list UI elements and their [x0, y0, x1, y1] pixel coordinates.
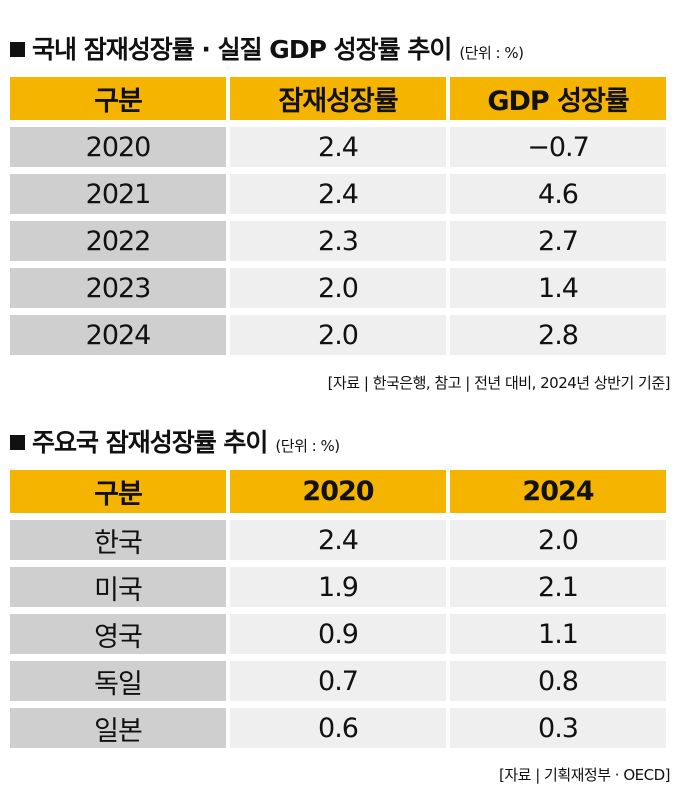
table1-heading: 국내 잠재성장률 · 실질 GDP 성장률 추이 (단위 : %): [10, 30, 524, 66]
table-row: 2023 2.0 1.4: [10, 268, 666, 308]
table1-gdp-value: −0.7: [450, 127, 666, 167]
table2-value-2020: 0.7: [230, 661, 446, 701]
table2-heading: 주요국 잠재성장률 추이 (단위 : %): [10, 423, 340, 459]
table2-value-2020: 0.9: [230, 614, 446, 654]
table2-value-2024: 1.1: [450, 614, 666, 654]
table1-gdp-value: 1.4: [450, 268, 666, 308]
table1-potential-value: 2.0: [230, 268, 446, 308]
table-row: 독일 0.7 0.8: [10, 661, 666, 701]
table2-value-2024: 0.8: [450, 661, 666, 701]
table2-value-2024: 2.0: [450, 520, 666, 560]
table-row: 2020 2.4 −0.7: [10, 127, 666, 167]
table1-title: 국내 잠재성장률 · 실질 GDP 성장률 추이: [32, 35, 452, 64]
square-bullet-icon: [10, 42, 25, 57]
square-bullet-icon: [10, 435, 25, 450]
table1-header-potential-growth: 잠재성장률: [230, 77, 446, 120]
table-row: 2024 2.0 2.8: [10, 315, 666, 355]
table1-unit: (단위 : %): [459, 44, 524, 62]
table-row: 2022 2.3 2.7: [10, 221, 666, 261]
table2-country: 영국: [10, 614, 226, 654]
table2-country: 한국: [10, 520, 226, 560]
table1-year: 2023: [10, 268, 226, 308]
table1-header-row: 구분 잠재성장률 GDP 성장률: [10, 77, 666, 120]
table-row: 미국 1.9 2.1: [10, 567, 666, 607]
table2-value-2024: 0.3: [450, 708, 666, 748]
table2-value-2024: 2.1: [450, 567, 666, 607]
table2-value-2020: 0.6: [230, 708, 446, 748]
table2-header-category: 구분: [10, 470, 226, 513]
table1-gdp-value: 2.7: [450, 221, 666, 261]
table1: 구분 잠재성장률 GDP 성장률 2020 2.4 −0.7 2021 2.4 …: [6, 70, 670, 362]
table-row: 일본 0.6 0.3: [10, 708, 666, 748]
table2-value-2020: 2.4: [230, 520, 446, 560]
table1-potential-value: 2.4: [230, 127, 446, 167]
table2-country: 일본: [10, 708, 226, 748]
table1-potential-value: 2.3: [230, 221, 446, 261]
table2-value-2020: 1.9: [230, 567, 446, 607]
table1-gdp-value: 2.8: [450, 315, 666, 355]
table1-year: 2022: [10, 221, 226, 261]
table-row: 2021 2.4 4.6: [10, 174, 666, 214]
table2: 구분 2020 2024 한국 2.4 2.0 미국 1.9 2.1 영국 0.…: [6, 463, 670, 755]
table-row: 한국 2.4 2.0: [10, 520, 666, 560]
table1-gdp-value: 4.6: [450, 174, 666, 214]
table2-source: [자료 | 기획재정부 · OECD]: [498, 766, 671, 784]
table2-header-2024: 2024: [450, 470, 666, 513]
table2-title: 주요국 잠재성장률 추이: [32, 428, 268, 457]
table2-country: 미국: [10, 567, 226, 607]
table2-header-row: 구분 2020 2024: [10, 470, 666, 513]
table1-header-category: 구분: [10, 77, 226, 120]
table1-year: 2024: [10, 315, 226, 355]
table1-year: 2020: [10, 127, 226, 167]
table2-unit: (단위 : %): [275, 437, 340, 455]
table1-source: [자료 | 한국은행, 참고 | 전년 대비, 2024년 상반기 기준]: [327, 374, 671, 392]
table2-country: 독일: [10, 661, 226, 701]
table1-potential-value: 2.0: [230, 315, 446, 355]
table1-year: 2021: [10, 174, 226, 214]
table2-header-2020: 2020: [230, 470, 446, 513]
table-row: 영국 0.9 1.1: [10, 614, 666, 654]
table1-potential-value: 2.4: [230, 174, 446, 214]
table1-header-gdp-growth: GDP 성장률: [450, 77, 666, 120]
